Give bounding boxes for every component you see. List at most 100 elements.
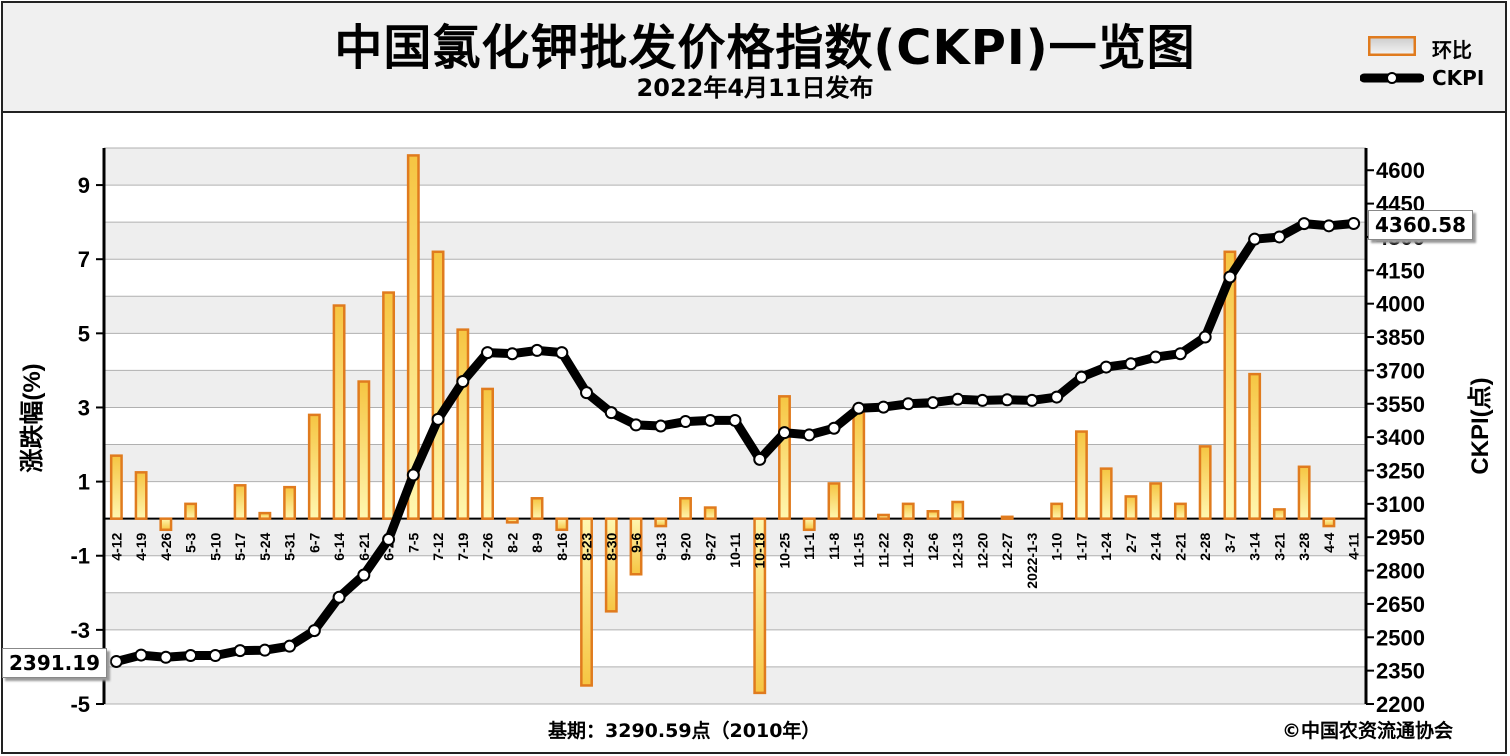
bar (852, 406, 866, 520)
ckpi-point (728, 413, 742, 427)
ckpi-point (530, 343, 544, 357)
ckpi-point (951, 392, 965, 406)
bar (283, 485, 297, 520)
category-label: 11-29 (900, 532, 916, 567)
ckpi-point (654, 419, 668, 433)
category-label: 12-13 (950, 532, 966, 568)
category-label: 11-1 (801, 532, 817, 559)
category-label: 4-4 (1321, 532, 1337, 552)
right-tick-label: 3100 (1376, 492, 1425, 517)
grid-band (104, 555, 1366, 593)
ckpi-point (134, 648, 148, 662)
bar (654, 517, 668, 528)
bar (307, 413, 321, 520)
ckpi-point (382, 532, 396, 546)
footer-credit: ©中国农资流通协会 (1282, 720, 1454, 742)
left-tick-label: 9 (78, 173, 90, 198)
category-label: 7-26 (480, 532, 496, 560)
ckpi-point (876, 400, 890, 414)
ckpi-point (629, 418, 643, 432)
bar (1099, 467, 1113, 520)
bar (926, 510, 940, 520)
category-label: 2-21 (1172, 532, 1188, 560)
category-label: 3-21 (1271, 532, 1287, 560)
bar (1272, 508, 1286, 520)
ckpi-point (159, 650, 173, 664)
header-panel (1, 1, 1507, 113)
left-axis-title: 涨跌幅(%) (19, 363, 46, 472)
callout-end-value: 4360.58 (1368, 210, 1474, 240)
ckpi-point (827, 421, 841, 435)
category-label: 2-28 (1197, 532, 1213, 560)
ckpi-point (703, 413, 717, 427)
ckpi-point (1173, 347, 1187, 361)
bar (1124, 495, 1138, 520)
right-tick-label: 4600 (1376, 158, 1425, 183)
right-tick-label: 3550 (1376, 392, 1425, 417)
bar (1198, 445, 1212, 520)
category-label: 8-9 (529, 532, 545, 552)
legend-bar-label: 环比 (1432, 38, 1472, 62)
ckpi-point (679, 415, 693, 429)
ckpi-point (852, 401, 866, 415)
chart-body-frame (1, 113, 1507, 754)
category-label: 11-15 (851, 532, 867, 567)
bar (1050, 502, 1064, 520)
category-label: 6-21 (356, 532, 372, 560)
right-tick-label: 3400 (1376, 425, 1425, 450)
grid-band (104, 666, 1366, 704)
category-label: 2022-1-3 (1024, 532, 1040, 588)
ckpi-point (604, 406, 618, 420)
category-label: 4-26 (158, 532, 174, 560)
category-label: 6-14 (331, 532, 347, 560)
bar (629, 517, 643, 576)
chart-title: 中国氯化钾批发价格指数(CKPI)一览图 (334, 20, 1196, 76)
grid-band (104, 148, 1366, 186)
category-label: 5-31 (282, 532, 298, 560)
bar (456, 328, 470, 520)
category-label: 3-14 (1247, 532, 1263, 560)
category-label: 1-10 (1049, 532, 1065, 560)
grid-band (104, 296, 1366, 334)
ckpi-point (357, 568, 371, 582)
right-tick-label: 2650 (1376, 592, 1425, 617)
ckpi-point (1223, 270, 1237, 284)
left-tick-label: 1 (78, 470, 90, 495)
grid-band (104, 370, 1366, 408)
bar (530, 497, 544, 520)
category-label: 8-23 (579, 532, 595, 560)
right-axis-title: CKPI(点) (1467, 377, 1494, 474)
bar (431, 250, 445, 520)
bar (1223, 250, 1237, 520)
grid-band (104, 222, 1366, 260)
bar (827, 482, 841, 520)
ckpi-point (1272, 230, 1286, 244)
right-tick-label: 3250 (1376, 458, 1425, 483)
category-label: 7-12 (430, 532, 446, 560)
bar (382, 291, 396, 520)
ckpi-point (1124, 357, 1138, 371)
bar (332, 304, 346, 520)
bar (1000, 515, 1014, 520)
legend-bar-swatch (1368, 36, 1416, 56)
category-label: 12-27 (999, 532, 1015, 568)
ckpi-point (1025, 393, 1039, 407)
ckpi-point (1297, 217, 1311, 231)
category-label: 11-22 (875, 532, 891, 567)
category-label: 5-10 (207, 532, 223, 560)
bar (1149, 482, 1163, 520)
ckpi-point (926, 396, 940, 410)
ckpi-point (233, 644, 247, 658)
legend-line-swatch (1360, 72, 1424, 84)
ckpi-point (580, 386, 594, 400)
legend-line-label: CKPI (1432, 66, 1485, 90)
bar (1322, 517, 1336, 528)
bar (555, 517, 569, 532)
ckpi-point (109, 654, 123, 668)
bar (802, 517, 816, 532)
ckpi-point (456, 375, 470, 389)
category-label: 8-30 (603, 532, 619, 560)
ckpi-point (901, 397, 915, 411)
